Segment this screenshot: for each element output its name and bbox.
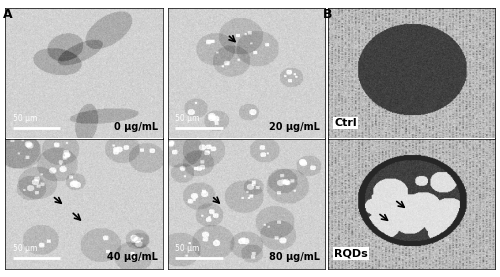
- Text: 50 μm: 50 μm: [176, 114, 200, 123]
- Text: 50 μm: 50 μm: [176, 244, 200, 253]
- Text: A: A: [2, 8, 12, 21]
- Text: 80 μg/mL: 80 μg/mL: [270, 252, 320, 262]
- Text: 40 μg/mL: 40 μg/mL: [107, 252, 158, 262]
- Text: B: B: [322, 8, 332, 21]
- Text: Ctrl: Ctrl: [334, 118, 357, 128]
- Text: RQDs: RQDs: [334, 248, 368, 258]
- Text: 0 μg/mL: 0 μg/mL: [114, 122, 158, 132]
- Text: 50 μm: 50 μm: [13, 244, 37, 253]
- Text: 20 μg/mL: 20 μg/mL: [270, 122, 320, 132]
- Text: 50 μm: 50 μm: [13, 114, 37, 123]
